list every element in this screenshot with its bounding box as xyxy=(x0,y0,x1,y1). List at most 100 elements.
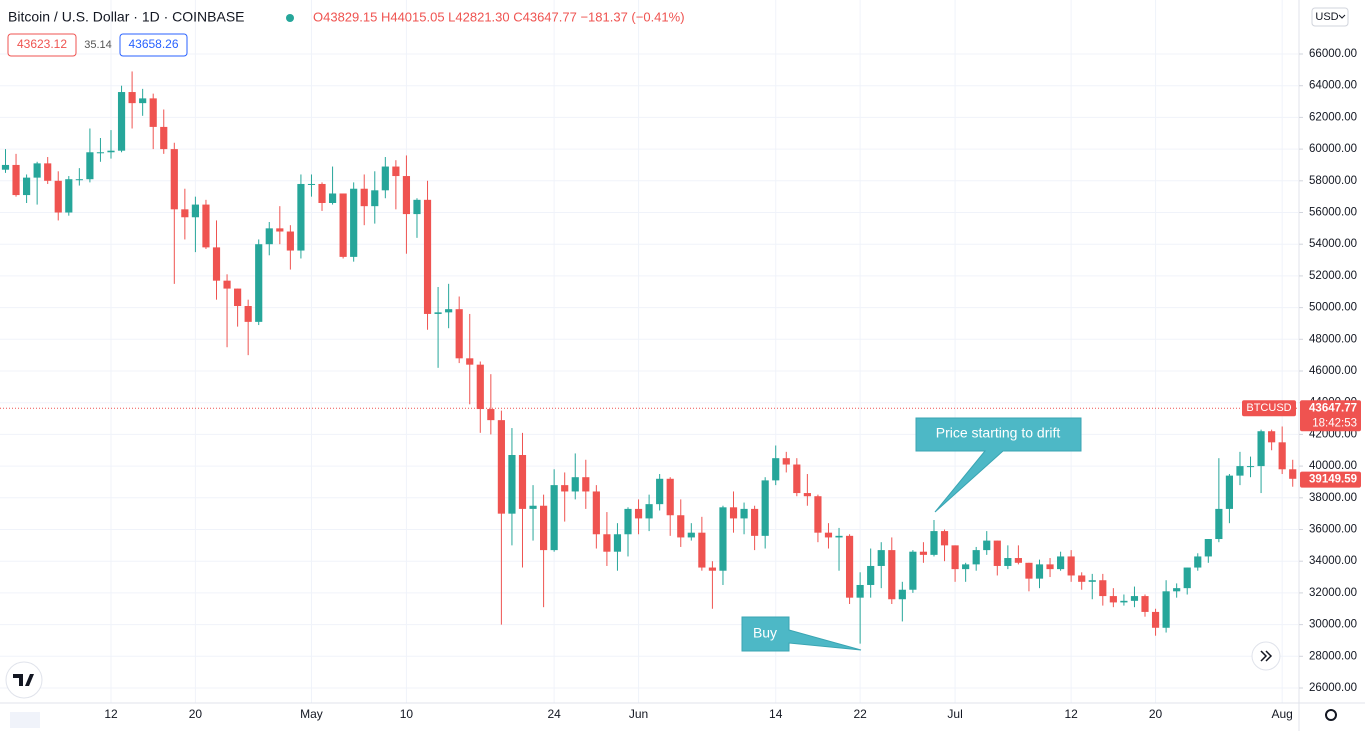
candle-body xyxy=(666,478,674,516)
x-tick-label: 10 xyxy=(400,707,414,721)
candle-body xyxy=(23,177,31,196)
candle-body xyxy=(44,163,52,181)
y-tick-label: 64000.00 xyxy=(1309,80,1357,92)
range-button[interactable] xyxy=(10,712,40,728)
logo-badge xyxy=(5,661,43,699)
x-tick-label: Jul xyxy=(947,707,962,721)
candle-body xyxy=(1215,508,1223,540)
callout-drift xyxy=(915,417,1082,513)
currency-label: USD xyxy=(1315,11,1338,23)
candle-body xyxy=(856,584,864,598)
candle-body xyxy=(12,164,20,196)
candle-body xyxy=(149,98,157,127)
y-tick-label: 36000.00 xyxy=(1309,524,1357,536)
candle-body xyxy=(1183,567,1191,589)
annotation-text: Price starting to drift xyxy=(936,425,1061,441)
market-status xyxy=(286,14,294,22)
candle-body xyxy=(867,565,875,585)
candle-body xyxy=(1257,431,1265,467)
candle-body xyxy=(423,199,432,314)
spread: 35.14 xyxy=(84,39,112,51)
candle-body xyxy=(191,204,199,218)
candle-body xyxy=(1078,575,1086,582)
symbol-label: BTCUSD xyxy=(1246,402,1291,414)
candle-body xyxy=(265,228,273,245)
currency-chevron xyxy=(1338,14,1346,19)
candle-body xyxy=(529,505,537,509)
candle-body xyxy=(445,309,453,313)
candle-body xyxy=(571,477,579,492)
x-tick-label: 22 xyxy=(853,707,867,721)
candle-body xyxy=(687,532,695,538)
y-tick-label: 56000.00 xyxy=(1309,207,1357,219)
candle-body xyxy=(96,152,105,154)
candle-body xyxy=(1246,466,1255,468)
candle-body xyxy=(1289,469,1297,479)
candle-body xyxy=(276,228,284,232)
candle-body xyxy=(550,485,558,551)
candle-body xyxy=(561,485,569,492)
candle-body xyxy=(1109,596,1117,603)
candle-body xyxy=(634,508,643,519)
candle-body xyxy=(434,312,442,314)
y-tick-label: 52000.00 xyxy=(1309,270,1357,282)
candle-body xyxy=(898,589,906,600)
candle-body xyxy=(698,532,706,568)
candle-body xyxy=(1057,556,1065,570)
candle-body xyxy=(782,458,790,465)
y-tick-label: 50000.00 xyxy=(1309,302,1357,314)
ask-box[interactable] xyxy=(119,33,188,57)
x-tick-label: 12 xyxy=(104,707,118,721)
candle-body xyxy=(582,477,590,492)
candle-body xyxy=(318,183,326,203)
y-tick-label: 34000.00 xyxy=(1309,555,1357,567)
bid-box[interactable] xyxy=(7,33,77,57)
candle-body xyxy=(1046,564,1054,570)
candle-body xyxy=(592,491,600,535)
symbol-title: Bitcoin / U.S. Dollar · 1D · COINBASE xyxy=(8,9,245,25)
currency-button[interactable] xyxy=(1311,7,1349,27)
candle-body xyxy=(402,176,411,215)
y-tick-label: 54000.00 xyxy=(1309,238,1357,250)
candles xyxy=(1,71,1297,644)
candle-body xyxy=(455,309,463,359)
candle-body xyxy=(603,534,611,552)
candle-body xyxy=(139,98,147,104)
candle-body xyxy=(729,507,738,519)
candle-body xyxy=(835,535,843,538)
candle-body xyxy=(1088,580,1096,582)
y-tick-label: 66000.00 xyxy=(1309,48,1357,60)
candle-body xyxy=(392,166,400,177)
candle-body xyxy=(751,508,759,536)
bid-price: 43623.12 xyxy=(17,37,67,51)
candle-body xyxy=(1,164,10,170)
y-tick-label: 38000.00 xyxy=(1309,492,1357,504)
candle-body xyxy=(413,199,421,215)
x-tick-label: 24 xyxy=(547,707,561,721)
y-tick-label: 48000.00 xyxy=(1309,333,1357,345)
y-axis: 26000.00 28000.00 30000.00 32000.00 34000.00… xyxy=(1299,48,1357,694)
x-tick-label: 14 xyxy=(769,707,783,721)
x-axis: 12 20 May 10 24 Jun 14 22 Jul 12 20 Aug xyxy=(104,707,1293,721)
candle-body xyxy=(793,464,801,494)
candle-body xyxy=(919,551,928,555)
scroll-icon xyxy=(1260,650,1273,662)
candle-body xyxy=(371,190,379,207)
x-tick-label: 20 xyxy=(1149,707,1163,721)
candle-body xyxy=(1025,562,1033,579)
settings-icon[interactable] xyxy=(1325,709,1337,721)
candle-body xyxy=(65,179,73,213)
x-tick-label: Jun xyxy=(629,707,648,721)
candle-body xyxy=(930,531,938,555)
countdown: 18:42:53 xyxy=(1312,417,1357,429)
candle-body xyxy=(951,545,959,570)
candle-body xyxy=(234,288,242,307)
candle-body xyxy=(286,231,294,251)
candle-body xyxy=(128,92,136,104)
candle-body xyxy=(972,550,980,565)
candle-body xyxy=(86,152,94,180)
candle-body xyxy=(1035,564,1044,579)
candle-body xyxy=(1173,588,1181,592)
price-labels: BTCUSD 43647.77 18:42:53 39149.59 xyxy=(0,400,1361,488)
y-tick-label: 32000.00 xyxy=(1309,587,1357,599)
